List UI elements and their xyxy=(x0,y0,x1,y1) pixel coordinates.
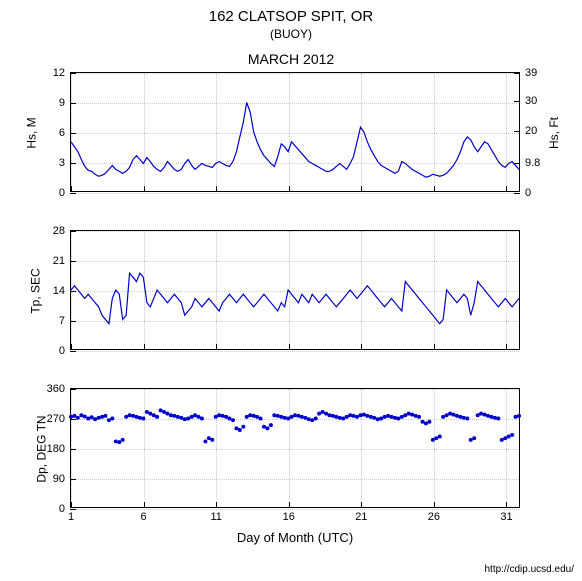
ylabel-hs: Hs, M xyxy=(25,117,39,148)
ylabel-tp: Tp, SEC xyxy=(29,268,43,313)
chart-tp: 07142128 Tp, SEC xyxy=(70,230,520,350)
footer-url: http://cdip.ucsd.edu/ xyxy=(484,564,574,575)
chart-container: 162 CLATSOP SPIT, OR (BUOY) MARCH 2012 0… xyxy=(0,0,582,581)
chart-month: MARCH 2012 xyxy=(0,51,582,67)
xlabel: Day of Month (UTC) xyxy=(70,530,520,545)
chart-hs: 03691209.8203039 Hs, M Hs, Ft xyxy=(70,72,520,192)
chart-dp: 161116212631090180270360 Dp, DEG TN Day … xyxy=(70,388,520,508)
chart-subtitle: (BUOY) xyxy=(0,27,582,41)
title-block: 162 CLATSOP SPIT, OR (BUOY) MARCH 2012 xyxy=(0,0,582,67)
ylabel-hs-ft: Hs, Ft xyxy=(547,117,561,149)
chart-title: 162 CLATSOP SPIT, OR xyxy=(0,8,582,25)
ylabel-dp: Dp, DEG TN xyxy=(35,415,49,482)
